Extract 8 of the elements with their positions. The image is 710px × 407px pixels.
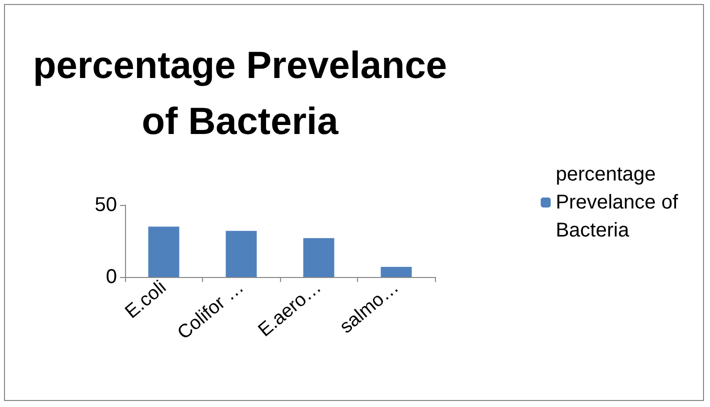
- bar: [148, 226, 180, 277]
- legend-label: percentage Prevelance of Bacteria: [556, 164, 678, 242]
- bar: [380, 266, 412, 277]
- bar: [303, 238, 334, 277]
- y-tick-label: 50: [94, 194, 117, 216]
- y-tick-label: 0: [106, 266, 117, 288]
- chart-title: percentage Prevelance of Bacteria: [32, 45, 448, 143]
- bar: [226, 230, 257, 277]
